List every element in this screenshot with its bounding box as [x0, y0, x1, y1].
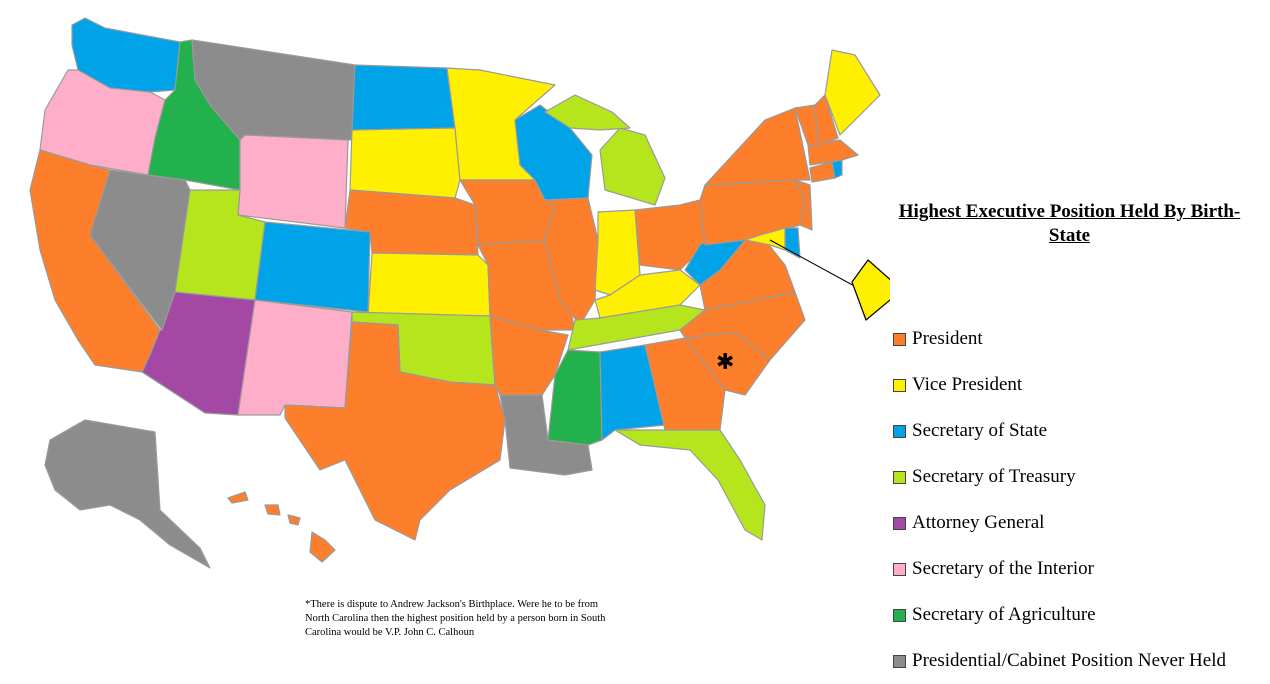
legend-label: Secretary of State	[912, 420, 1048, 441]
state-WA[interactable]	[71, 17, 181, 93]
state-MI-upper[interactable]	[544, 94, 631, 131]
state-LA[interactable]	[499, 394, 593, 476]
legend-label: President	[912, 328, 983, 349]
swatch-never-held	[893, 654, 906, 668]
state-AL[interactable]	[599, 344, 666, 441]
legend-label: Vice President	[912, 374, 1023, 395]
state-NM[interactable]	[237, 299, 353, 416]
swatch-secretary-of-agriculture	[893, 608, 906, 622]
legend-item-secretary-of-agriculture: Secretary of Agriculture	[893, 592, 1226, 638]
map-title: Highest Executive Position Held By Birth…	[898, 201, 1241, 246]
swatch-president	[893, 332, 906, 346]
state-HI-2[interactable]	[264, 504, 281, 516]
legend-label: Secretary of the Interior	[912, 558, 1094, 579]
swatch-secretary-of-state	[893, 424, 906, 438]
state-NH[interactable]	[814, 94, 839, 146]
state-ME[interactable]	[824, 49, 881, 136]
legend-item-secretary-of-treasury: Secretary of Treasury	[893, 454, 1226, 500]
swatch-secretary-of-interior	[893, 562, 906, 576]
state-SD[interactable]	[349, 127, 461, 199]
state-DE[interactable]	[784, 227, 801, 259]
state-AR[interactable]	[489, 315, 569, 396]
state-GA[interactable]	[644, 337, 726, 431]
swatch-secretary-of-treasury	[893, 470, 906, 484]
state-HI-1[interactable]	[227, 491, 249, 504]
state-WY[interactable]	[237, 134, 349, 229]
legend-label: Presidential/Cabinet Position Never Held	[912, 650, 1226, 671]
us-states-map: ✱	[29, 17, 890, 569]
state-NJ[interactable]	[794, 179, 813, 231]
legend-label: Attorney General	[912, 512, 1045, 533]
state-MI[interactable]	[599, 127, 666, 206]
state-DC-inset[interactable]	[851, 259, 890, 321]
legend-item-secretary-of-state: Secretary of State	[893, 408, 1226, 454]
swatch-vice-president	[893, 378, 906, 392]
state-NY[interactable]	[704, 107, 811, 186]
swatch-attorney-general	[893, 516, 906, 530]
legend-item-never-held: Presidential/Cabinet Position Never Held	[893, 638, 1226, 684]
state-MA[interactable]	[807, 139, 859, 166]
legend-label: Secretary of Treasury	[912, 466, 1076, 487]
dc-pointer-line	[769, 239, 859, 289]
state-FL[interactable]	[614, 429, 766, 541]
state-HI-3[interactable]	[287, 514, 301, 526]
state-KS[interactable]	[367, 252, 491, 317]
state-TX[interactable]	[284, 321, 506, 541]
legend-item-secretary-of-interior: Secretary of the Interior	[893, 546, 1226, 592]
legend-item-vice-president: Vice President	[893, 362, 1226, 408]
state-MD[interactable]	[744, 227, 786, 251]
legend-label: Secretary of Agriculture	[912, 604, 1096, 625]
state-HI-4[interactable]	[309, 531, 336, 563]
legend-item-president: President	[893, 316, 1226, 362]
footnote: *There is dispute to Andrew Jackson's Bi…	[305, 599, 606, 638]
state-CO[interactable]	[254, 221, 371, 313]
legend-item-attorney-general: Attorney General	[893, 500, 1226, 546]
legend: President Vice President Secretary of St…	[893, 316, 1226, 684]
state-ND[interactable]	[351, 64, 456, 131]
state-AK[interactable]	[44, 419, 211, 569]
asterisk-marker: ✱	[716, 350, 734, 375]
